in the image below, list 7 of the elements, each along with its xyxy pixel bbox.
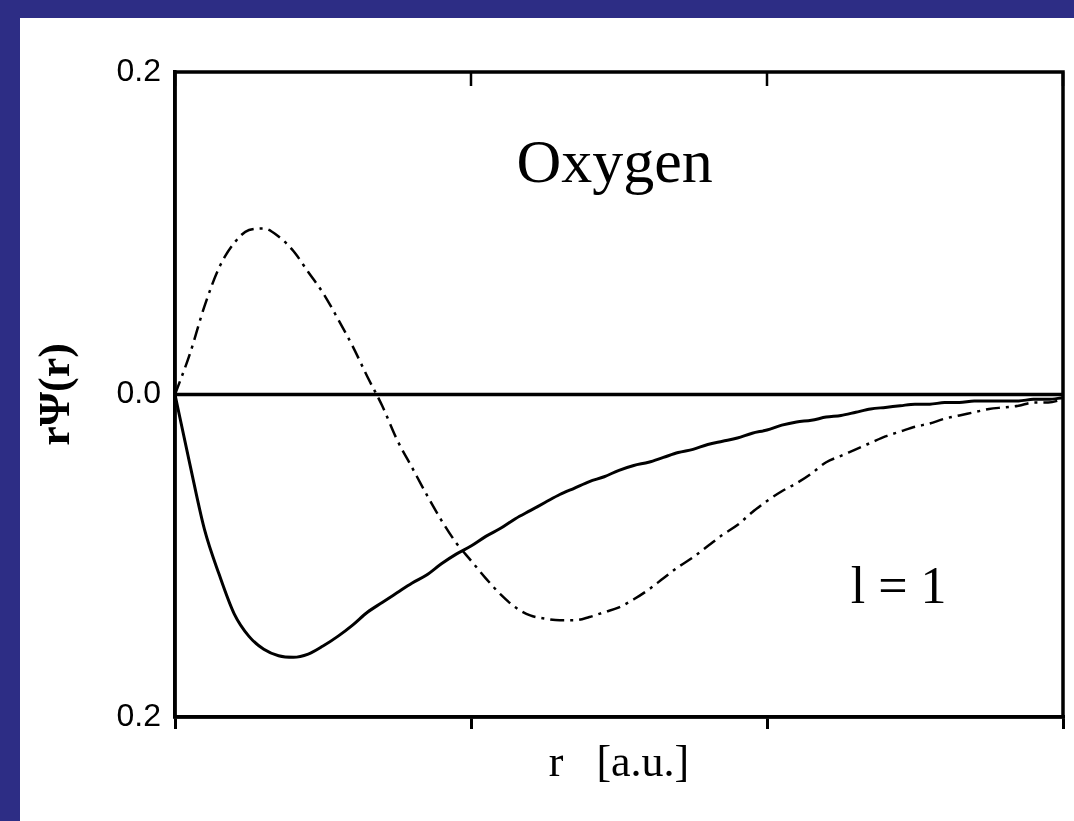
x-axis-title: r [a.u.] [548,737,690,787]
annotation: Oxygen [516,126,713,195]
y-tick-label: 0.0 [116,374,161,411]
y-tick-label: 0.2 [116,696,161,733]
y-tick-label: 0.2 [116,51,161,88]
annotation: l = 1 [850,556,947,614]
y-axis-title: rΨ(r) [29,343,79,446]
